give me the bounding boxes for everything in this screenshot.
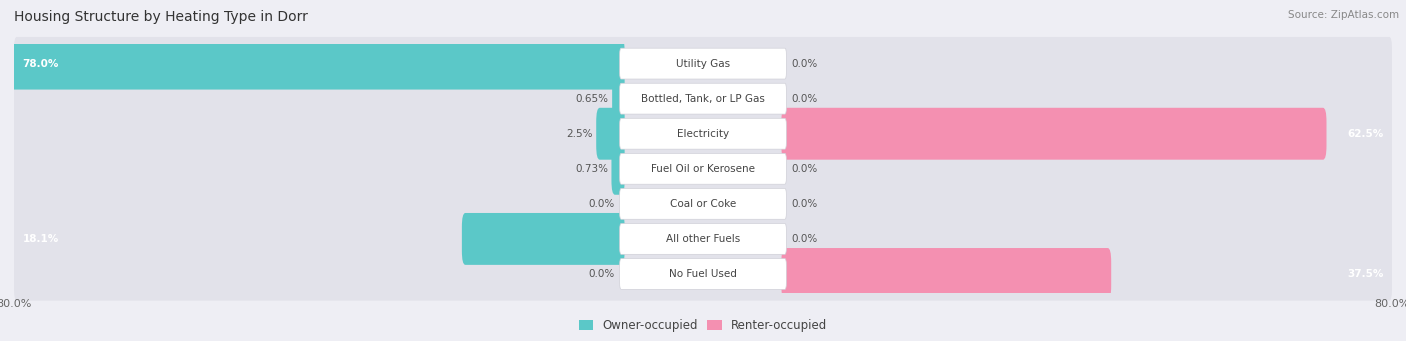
FancyBboxPatch shape: [14, 247, 1392, 301]
FancyBboxPatch shape: [14, 37, 1392, 90]
FancyBboxPatch shape: [782, 248, 1111, 300]
Text: Bottled, Tank, or LP Gas: Bottled, Tank, or LP Gas: [641, 94, 765, 104]
Text: 0.0%: 0.0%: [588, 199, 614, 209]
FancyBboxPatch shape: [14, 212, 1392, 266]
FancyBboxPatch shape: [14, 177, 1392, 231]
FancyBboxPatch shape: [14, 142, 1392, 195]
Text: 0.0%: 0.0%: [792, 164, 818, 174]
FancyBboxPatch shape: [620, 223, 786, 254]
FancyBboxPatch shape: [620, 153, 786, 184]
Text: 0.0%: 0.0%: [792, 234, 818, 244]
Text: No Fuel Used: No Fuel Used: [669, 269, 737, 279]
FancyBboxPatch shape: [612, 143, 624, 195]
Text: All other Fuels: All other Fuels: [666, 234, 740, 244]
FancyBboxPatch shape: [620, 83, 786, 114]
Text: Electricity: Electricity: [676, 129, 730, 139]
FancyBboxPatch shape: [612, 73, 624, 124]
Text: 78.0%: 78.0%: [22, 59, 59, 69]
FancyBboxPatch shape: [14, 72, 1392, 125]
Text: Fuel Oil or Kerosene: Fuel Oil or Kerosene: [651, 164, 755, 174]
FancyBboxPatch shape: [782, 108, 1326, 160]
FancyBboxPatch shape: [596, 108, 624, 160]
FancyBboxPatch shape: [620, 48, 786, 79]
Text: Coal or Coke: Coal or Coke: [669, 199, 737, 209]
FancyBboxPatch shape: [620, 189, 786, 219]
Text: Utility Gas: Utility Gas: [676, 59, 730, 69]
FancyBboxPatch shape: [14, 107, 1392, 160]
Text: 0.65%: 0.65%: [575, 94, 609, 104]
Text: 0.0%: 0.0%: [588, 269, 614, 279]
Legend: Owner-occupied, Renter-occupied: Owner-occupied, Renter-occupied: [579, 319, 827, 332]
Text: 0.0%: 0.0%: [792, 199, 818, 209]
Text: 37.5%: 37.5%: [1347, 269, 1384, 279]
Text: 0.0%: 0.0%: [792, 94, 818, 104]
Text: 2.5%: 2.5%: [567, 129, 593, 139]
Text: 0.0%: 0.0%: [792, 59, 818, 69]
FancyBboxPatch shape: [620, 118, 786, 149]
FancyBboxPatch shape: [461, 213, 624, 265]
Text: 18.1%: 18.1%: [22, 234, 59, 244]
Text: 62.5%: 62.5%: [1347, 129, 1384, 139]
Text: 0.73%: 0.73%: [575, 164, 607, 174]
FancyBboxPatch shape: [0, 38, 624, 90]
Text: Housing Structure by Heating Type in Dorr: Housing Structure by Heating Type in Dor…: [14, 10, 308, 24]
Text: Source: ZipAtlas.com: Source: ZipAtlas.com: [1288, 10, 1399, 20]
FancyBboxPatch shape: [620, 258, 786, 290]
